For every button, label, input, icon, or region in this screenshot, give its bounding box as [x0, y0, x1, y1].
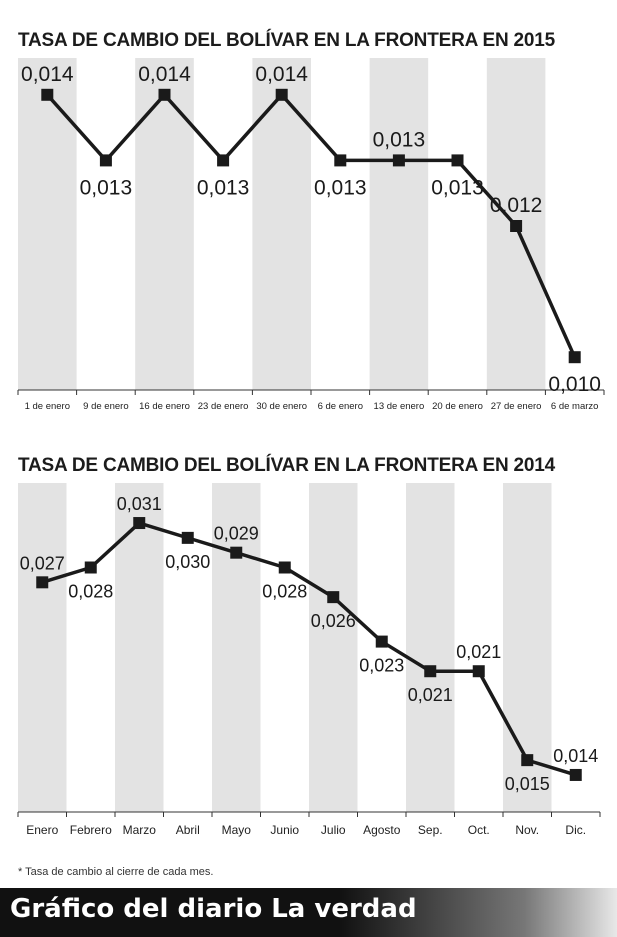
band [135, 58, 194, 390]
data-label: 0,027 [20, 553, 65, 573]
x-tick-label: Enero [26, 823, 58, 837]
chart-2015: 1 de enero 9 de enero 16 de enero 23 de ene… [17, 58, 605, 412]
data-point [472, 665, 485, 678]
x-tick-label: Agosto [363, 823, 401, 837]
data-label: 0,026 [311, 611, 356, 631]
data-point [278, 561, 291, 574]
data-point [158, 88, 171, 101]
data-point [424, 665, 437, 678]
data-label: 0,021 [456, 642, 501, 662]
band [115, 483, 164, 812]
x-tick-label: Junio [270, 823, 299, 837]
data-point [327, 591, 340, 604]
data-label: 0,014 [553, 746, 598, 766]
band [18, 58, 77, 390]
data-point [217, 154, 230, 167]
data-point [36, 576, 49, 589]
data-label: 0,014 [255, 63, 308, 86]
x-tick-label: Marzo [123, 823, 157, 837]
x-tick-label: Oct. [468, 823, 490, 837]
band [406, 483, 455, 812]
series-line [41, 521, 577, 777]
footnote: * Tasa de cambio al cierre de cada mes. [18, 866, 214, 878]
data-label: 0,028 [68, 582, 113, 602]
data-point [275, 88, 288, 101]
chart-title-2015: TASA DE CAMBIO DEL BOLÍVAR EN LA FRONTER… [18, 30, 556, 51]
band [309, 483, 358, 812]
x-tick-label: 6 de marzo [551, 401, 599, 412]
x-tick-label: 9 de enero [83, 401, 128, 412]
chart-title-2014: TASA DE CAMBIO DEL BOLÍVAR EN LA FRONTER… [18, 455, 556, 476]
data-label: 0,013 [80, 176, 133, 199]
data-point [568, 351, 581, 364]
data-point [375, 635, 388, 648]
data-point [84, 561, 97, 574]
data-point [99, 154, 112, 167]
data-point [41, 88, 54, 101]
data-label: 0,029 [214, 524, 259, 544]
band [18, 483, 67, 812]
chart-2014: Enero Febrero Marzo Abril Mayo Junio Julio Agos… [17, 483, 601, 837]
x-tick-label: 30 de enero [256, 401, 307, 412]
data-label: 0,015 [505, 774, 550, 794]
x-tick-label: Abril [176, 823, 200, 837]
x-tick-label: 16 de enero [139, 401, 190, 412]
data-label: 0,014 [21, 63, 74, 86]
data-label: 0,013 [314, 176, 367, 199]
source-text: Gráfico del diario La verdad [10, 894, 417, 924]
data-label: 0,030 [165, 552, 210, 572]
x-tick-label: 20 de enero [432, 401, 483, 412]
x-tick-label: Febrero [70, 823, 112, 837]
x-tick-label: Nov. [515, 823, 539, 837]
band [252, 58, 311, 390]
data-label: 0,013 [431, 176, 484, 199]
data-label: 0,013 [197, 176, 250, 199]
data-point [510, 220, 523, 232]
band [212, 483, 261, 812]
x-tick-label: Sep. [418, 823, 443, 837]
data-point [451, 154, 464, 167]
data-point [521, 754, 534, 767]
data-label: 0,010 [548, 373, 601, 396]
data-point [569, 768, 582, 781]
data-point [181, 531, 194, 544]
source-banner: Gráfico del diario La verdad [0, 888, 617, 937]
x-tick-label: Dic. [565, 823, 586, 837]
data-label: 0,014 [138, 63, 191, 86]
data-label: 0,012 [490, 194, 543, 217]
data-label: 0,013 [373, 128, 426, 151]
data-label: 0,021 [408, 685, 453, 705]
band [369, 58, 429, 390]
data-point [334, 154, 347, 167]
data-label: 0,023 [359, 656, 404, 676]
data-label: 0,031 [117, 494, 162, 514]
x-tick-label: 1 de enero [25, 401, 70, 412]
x-tick-label: Julio [321, 823, 346, 837]
x-tick-label: 23 de enero [198, 401, 249, 412]
series-line [45, 93, 577, 358]
x-tick-label: Mayo [222, 823, 252, 837]
x-tick-label: 13 de enero [374, 401, 425, 412]
data-point [392, 154, 405, 167]
x-tick-label: 27 de enero [491, 401, 542, 412]
data-label: 0,028 [262, 582, 307, 602]
x-tick-label: 6 de enero [318, 401, 363, 412]
data-point [133, 517, 146, 530]
data-point [230, 546, 243, 559]
